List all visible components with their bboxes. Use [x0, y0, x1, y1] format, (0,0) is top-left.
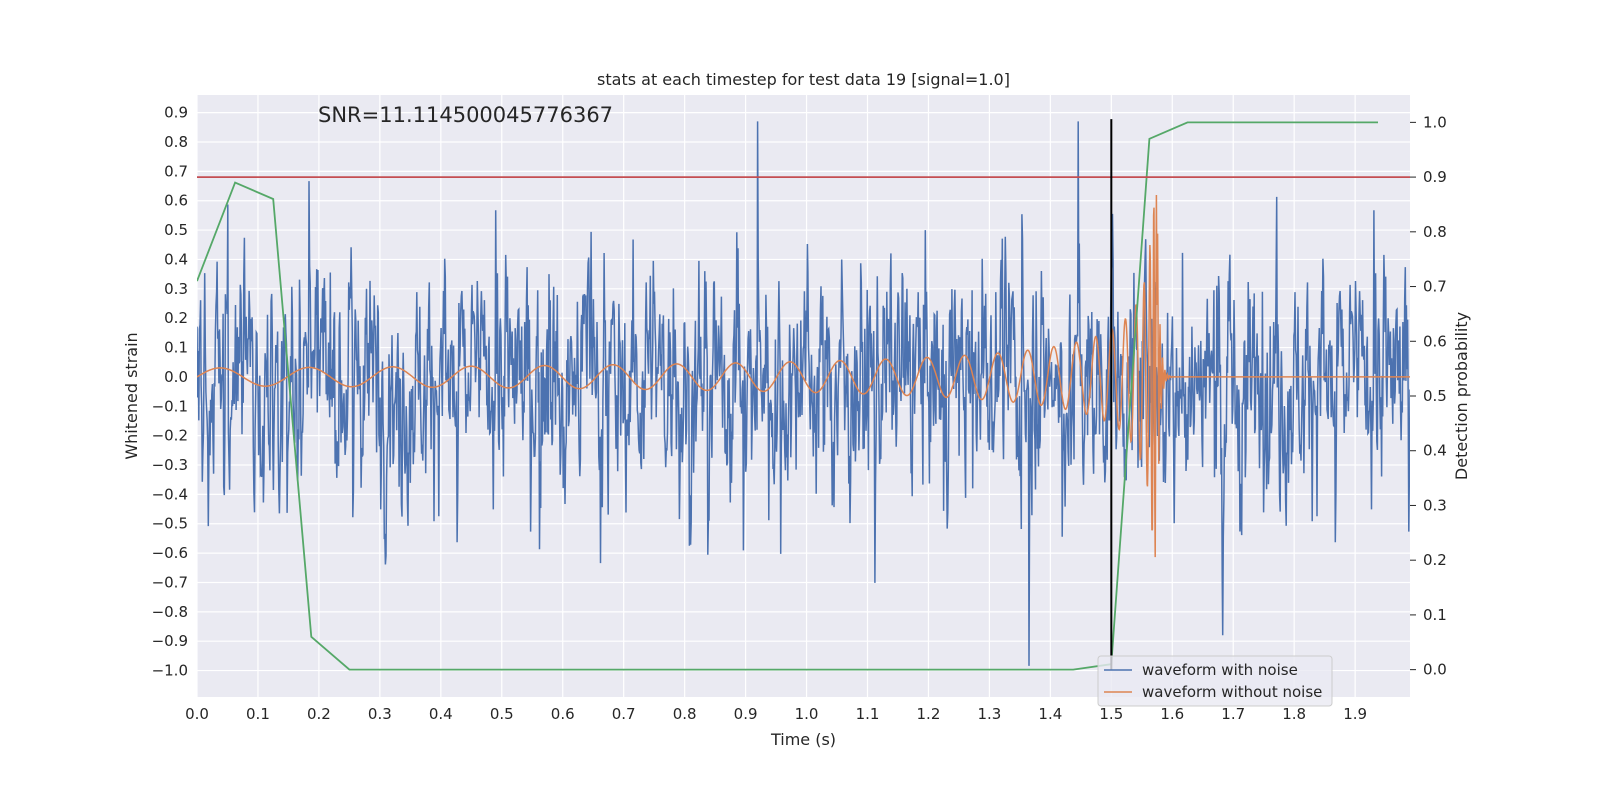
- x-tick-label: 0.1: [246, 705, 270, 723]
- y-tick-label: 0.0: [164, 368, 188, 386]
- x-tick-label: 0.3: [368, 705, 392, 723]
- y-tick-label: −0.4: [152, 485, 188, 503]
- x-tick-label: 0.6: [551, 705, 575, 723]
- y-tick-label: −0.7: [152, 573, 188, 591]
- y-tick-label: 0.5: [164, 221, 188, 239]
- x-tick-label: 1.0: [795, 705, 819, 723]
- y-tick-label: 0.8: [164, 133, 188, 151]
- y-tick-label: 0.2: [164, 309, 188, 327]
- y2-tick-label: 0.3: [1423, 496, 1447, 514]
- x-tick-label: 0.5: [490, 705, 514, 723]
- y2-tick-label: 0.0: [1423, 661, 1447, 679]
- y-tick-label: 0.4: [164, 250, 188, 268]
- y-tick-label: 0.3: [164, 280, 188, 298]
- y-tick-label: −0.3: [152, 456, 188, 474]
- y-tick-label: −0.2: [152, 427, 188, 445]
- detection-probability-line: [197, 121, 1378, 671]
- x-tick-label: 0.7: [612, 705, 636, 723]
- x-tick-label: 0.0: [185, 705, 209, 723]
- y-tick-label: −0.8: [152, 603, 188, 621]
- x-tick-label: 1.1: [856, 705, 880, 723]
- y-tick-label: 0.7: [164, 162, 188, 180]
- y2-tick-label: 0.1: [1423, 606, 1447, 624]
- snr-annotation: SNR=11.114500045776367: [318, 103, 613, 127]
- y2-tick-label: 0.9: [1423, 168, 1447, 186]
- x-tick-label: 1.6: [1160, 705, 1184, 723]
- y-tick-label: 0.6: [164, 192, 188, 210]
- chart-title: stats at each timestep for test data 19 …: [597, 70, 1010, 89]
- legend-box: [1097, 655, 1333, 707]
- x-tick-label: 1.2: [917, 705, 941, 723]
- y2-tick-label: 0.6: [1423, 332, 1447, 350]
- legend-label-noise: waveform with noise: [1142, 661, 1298, 679]
- x-tick-label: 1.7: [1221, 705, 1245, 723]
- y-tick-label: 0.1: [164, 339, 188, 357]
- y2-tick-label: 0.7: [1423, 278, 1447, 296]
- y2-tick-label: 0.5: [1423, 387, 1447, 405]
- x-tick-label: 0.9: [734, 705, 758, 723]
- x-tick-label: 0.8: [673, 705, 697, 723]
- tick-labels: 0.0 0.1 0.2 0.3 0.4 0.5 0.6 0.7 0.8 0.9 1.0 1.1 1.2 1…: [152, 104, 1447, 723]
- y2-tick-label: 0.2: [1423, 551, 1447, 569]
- x-tick-label: 1.3: [977, 705, 1001, 723]
- x-tick-label: 0.4: [429, 705, 453, 723]
- y2-tick-label: 0.8: [1423, 223, 1447, 241]
- x-tick-label: 1.8: [1282, 705, 1306, 723]
- legend: waveform with noise waveform without noi…: [1097, 655, 1333, 707]
- x-tick-label: 0.2: [307, 705, 331, 723]
- y2-tick-label: 1.0: [1423, 113, 1447, 131]
- y-tick-label: 0.9: [164, 104, 188, 122]
- y-tick-label: −0.9: [152, 632, 188, 650]
- legend-label-clean: waveform without noise: [1142, 683, 1322, 701]
- y-tick-label: −0.1: [152, 397, 188, 415]
- y-axis-label: Whitened strain: [122, 332, 141, 459]
- x-tick-label: 1.5: [1099, 705, 1123, 723]
- y2-tick-label: 0.4: [1423, 442, 1447, 460]
- x-tick-label: 1.9: [1343, 705, 1367, 723]
- x-axis-label: Time (s): [770, 730, 836, 749]
- y-tick-label: −0.6: [152, 544, 188, 562]
- clean-waveform-line: [197, 194, 1410, 558]
- series-layer: [197, 119, 1410, 671]
- y-tick-label: −1.0: [152, 662, 188, 680]
- y2-axis-label: Detection probability: [1452, 312, 1471, 480]
- noisy-waveform-line: [197, 121, 1410, 666]
- y-tick-label: −0.5: [152, 515, 188, 533]
- x-tick-label: 1.4: [1038, 705, 1062, 723]
